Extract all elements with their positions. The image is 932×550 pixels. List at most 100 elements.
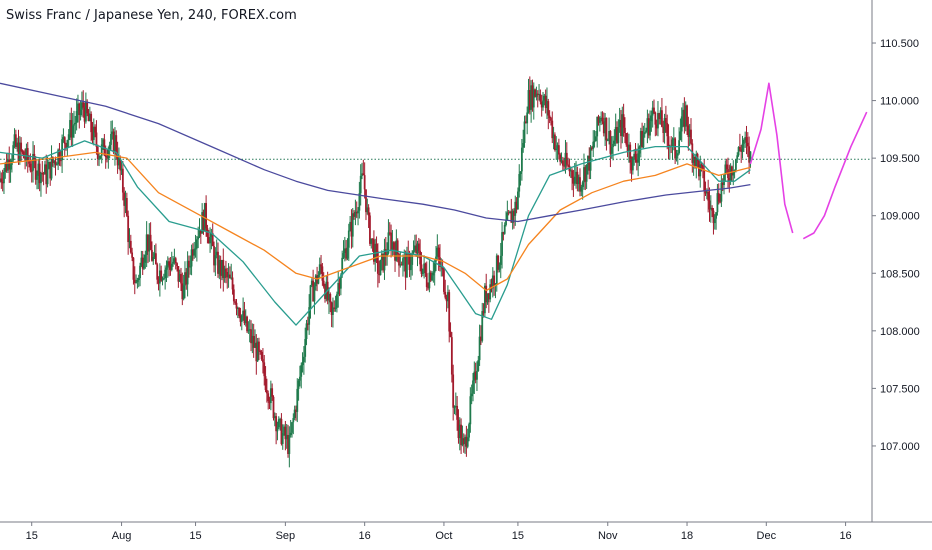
candle-body [284,426,287,440]
candle-body [618,120,621,128]
candle-body [404,257,407,278]
candle-body [165,267,168,270]
candle-body [573,176,576,184]
candle-body [218,259,221,274]
candle-body [580,186,583,192]
candle-body [515,201,518,210]
candle-body [342,253,345,258]
candle-body [325,281,328,299]
candle-body [147,234,149,252]
candle-body [73,124,75,126]
candle-body [694,157,696,166]
candle-body [49,162,52,179]
y-tick-label: 110.000 [880,96,919,108]
candle-body [591,147,593,149]
candle-body [250,329,252,344]
candle-body [598,118,601,123]
candle-body [548,115,551,119]
candle-body [203,203,206,231]
candle-body [363,175,366,190]
candle-body [140,257,143,266]
candle-body [50,156,53,179]
candle-body [230,277,233,279]
candle-body [255,342,258,362]
candle-body [47,162,50,169]
y-tick-label: 107.500 [880,383,920,395]
candle-body [378,273,381,276]
candle-body [13,134,16,146]
candle-body [534,89,536,97]
candle-body [501,232,503,256]
candle-body [657,113,659,129]
candle-body [420,264,423,274]
candle-body [505,220,507,225]
candle-body [524,121,527,124]
candle-body [630,162,633,171]
candle-body [705,191,708,194]
candle-body [161,278,164,281]
candle-body [499,255,502,265]
candle-body [156,264,159,280]
candle-body [403,257,406,259]
candle-body [593,141,596,143]
candle-body [458,424,461,439]
candle-body [349,221,352,231]
candle-body [421,268,424,274]
candle-body [197,236,200,240]
candle-body [482,311,485,314]
candle-body [232,289,235,302]
candle-body [452,374,455,408]
y-tick-label: 107.000 [880,441,920,453]
candle-body [55,164,58,166]
candle-body [45,164,48,185]
candle-body [4,162,7,172]
candle-body [563,165,566,167]
candle-body [77,103,79,112]
candle-body [687,125,690,138]
candle-body [517,191,519,210]
candle-body [263,362,266,377]
candle-body [441,266,444,270]
candle-body [320,264,322,267]
candle-body [219,259,222,276]
candle-body [151,249,153,261]
candle-body [127,215,130,243]
candle-body [715,212,717,219]
candle-body [614,126,617,141]
candle-body [162,278,165,280]
candle-body [402,258,404,266]
candle-body [445,297,448,302]
candle-body [412,250,415,254]
candle-body [102,139,104,145]
candle-body [610,147,613,154]
candle-body [322,280,325,287]
candle-body [235,302,238,309]
candle-body [210,233,213,238]
candle-body [369,215,371,244]
candle-body [720,182,723,202]
candle-body [587,156,589,165]
candle-body [554,134,556,151]
candle-body [686,105,688,126]
candle-body [251,335,254,344]
candle-body [513,210,515,216]
candle-body [157,279,160,284]
candle-body [120,168,123,171]
candle-body [567,164,570,166]
candle-body [174,258,177,264]
candle-body [709,207,712,210]
candle-body [594,136,597,142]
candle-body [82,102,85,108]
candle-body [592,141,595,149]
candle-body [735,159,737,170]
candle-body [579,177,581,192]
candle-body [314,275,317,287]
y-tick-label: 108.000 [880,326,920,338]
candle-body [133,279,136,283]
candle-body [493,275,496,286]
candle-body [399,264,402,266]
candle-body [112,131,115,153]
candle-body [42,173,45,175]
candle-body [457,419,460,439]
